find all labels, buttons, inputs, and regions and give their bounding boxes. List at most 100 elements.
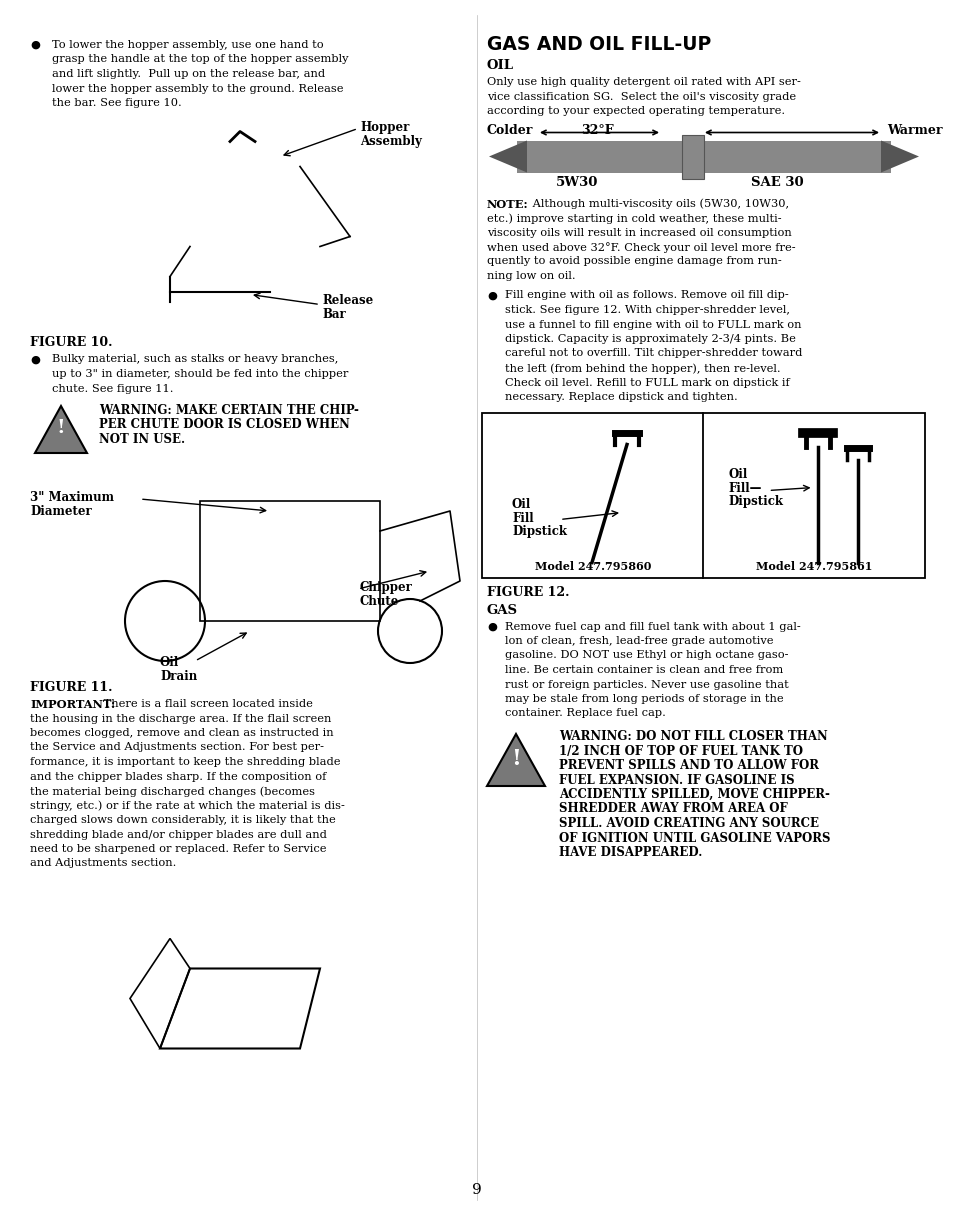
Text: the Service and Adjustments section. For best per-: the Service and Adjustments section. For… bbox=[30, 742, 324, 752]
Text: line. Be certain container is clean and free from: line. Be certain container is clean and … bbox=[504, 665, 782, 676]
Text: according to your expected operating temperature.: according to your expected operating tem… bbox=[486, 106, 784, 115]
Text: dipstick. Capacity is approximately 2-3/4 pints. Be: dipstick. Capacity is approximately 2-3/… bbox=[504, 334, 795, 344]
Text: SPILL. AVOID CREATING ANY SOURCE: SPILL. AVOID CREATING ANY SOURCE bbox=[558, 816, 818, 830]
Text: ●: ● bbox=[30, 355, 40, 364]
Text: chute. See figure 11.: chute. See figure 11. bbox=[52, 384, 173, 394]
Text: Bar: Bar bbox=[322, 309, 345, 322]
Text: PREVENT SPILLS AND TO ALLOW FOR: PREVENT SPILLS AND TO ALLOW FOR bbox=[558, 759, 818, 772]
Text: PER CHUTE DOOR IS CLOSED WHEN: PER CHUTE DOOR IS CLOSED WHEN bbox=[99, 418, 350, 431]
Text: WARNING: MAKE CERTAIN THE CHIP-: WARNING: MAKE CERTAIN THE CHIP- bbox=[99, 405, 358, 417]
Text: FIGURE 10.: FIGURE 10. bbox=[30, 337, 112, 350]
Text: the bar. See figure 10.: the bar. See figure 10. bbox=[52, 98, 182, 108]
Text: charged slows down considerably, it is likely that the: charged slows down considerably, it is l… bbox=[30, 815, 335, 825]
Text: lower the hopper assembly to the ground. Release: lower the hopper assembly to the ground.… bbox=[52, 84, 343, 94]
Polygon shape bbox=[486, 734, 544, 786]
Text: Oil: Oil bbox=[512, 497, 531, 510]
Text: viscosity oils will result in increased oil consumption: viscosity oils will result in increased … bbox=[486, 227, 791, 237]
Text: SAE 30: SAE 30 bbox=[750, 176, 802, 190]
Text: FIGURE 11.: FIGURE 11. bbox=[30, 680, 112, 694]
Text: SHREDDER AWAY FROM AREA OF: SHREDDER AWAY FROM AREA OF bbox=[558, 802, 787, 815]
Text: formance, it is important to keep the shredding blade: formance, it is important to keep the sh… bbox=[30, 757, 340, 767]
Text: NOTE:: NOTE: bbox=[486, 198, 528, 209]
Text: shredding blade and/or chipper blades are dull and: shredding blade and/or chipper blades ar… bbox=[30, 830, 327, 840]
Text: container. Replace fuel cap.: container. Replace fuel cap. bbox=[504, 708, 665, 718]
Text: Dipstick: Dipstick bbox=[728, 496, 782, 509]
Text: Release: Release bbox=[322, 294, 373, 307]
Text: Check oil level. Refill to FULL mark on dipstick if: Check oil level. Refill to FULL mark on … bbox=[504, 378, 789, 388]
Text: Only use high quality detergent oil rated with API ser-: Only use high quality detergent oil rate… bbox=[486, 77, 800, 87]
Polygon shape bbox=[880, 141, 918, 173]
Text: and Adjustments section.: and Adjustments section. bbox=[30, 859, 176, 869]
Text: may be stale from long periods of storage in the: may be stale from long periods of storag… bbox=[504, 694, 782, 703]
Text: 3" Maximum: 3" Maximum bbox=[30, 491, 113, 504]
Text: vice classification SG.  Select the oil's viscosity grade: vice classification SG. Select the oil's… bbox=[486, 91, 796, 102]
Text: ●: ● bbox=[486, 622, 497, 632]
Text: lon of clean, fresh, lead-free grade automotive: lon of clean, fresh, lead-free grade aut… bbox=[504, 635, 773, 646]
Text: !: ! bbox=[56, 419, 65, 437]
Text: up to 3" in diameter, should be fed into the chipper: up to 3" in diameter, should be fed into… bbox=[52, 369, 348, 379]
Text: when used above 32°F. Check your oil level more fre-: when used above 32°F. Check your oil lev… bbox=[486, 242, 795, 253]
Text: and the chipper blades sharp. If the composition of: and the chipper blades sharp. If the com… bbox=[30, 772, 326, 781]
Text: and lift slightly.  Pull up on the release bar, and: and lift slightly. Pull up on the releas… bbox=[52, 69, 325, 79]
Text: gasoline. DO NOT use Ethyl or high octane gaso-: gasoline. DO NOT use Ethyl or high octan… bbox=[504, 650, 788, 661]
Text: the housing in the discharge area. If the flail screen: the housing in the discharge area. If th… bbox=[30, 713, 331, 723]
Text: Diameter: Diameter bbox=[30, 505, 91, 518]
Text: Oil: Oil bbox=[728, 468, 747, 480]
Text: Although multi-viscosity oils (5W30, 10W30,: Although multi-viscosity oils (5W30, 10W… bbox=[529, 198, 788, 209]
Text: Fill engine with oil as follows. Remove oil fill dip-: Fill engine with oil as follows. Remove … bbox=[504, 290, 788, 300]
Text: use a funnel to fill engine with oil to FULL mark on: use a funnel to fill engine with oil to … bbox=[504, 320, 801, 329]
Text: the left (from behind the hopper), then re-level.: the left (from behind the hopper), then … bbox=[504, 363, 780, 373]
Text: Assembly: Assembly bbox=[359, 135, 421, 147]
Text: stringy, etc.) or if the rate at which the material is dis-: stringy, etc.) or if the rate at which t… bbox=[30, 801, 345, 812]
Polygon shape bbox=[35, 406, 87, 453]
Text: Warmer: Warmer bbox=[886, 124, 942, 136]
Polygon shape bbox=[489, 141, 526, 173]
Text: WARNING: DO NOT FILL CLOSER THAN: WARNING: DO NOT FILL CLOSER THAN bbox=[558, 730, 827, 744]
Text: stick. See figure 12. With chipper-shredder level,: stick. See figure 12. With chipper-shred… bbox=[504, 305, 789, 315]
Text: need to be sharpened or replaced. Refer to Service: need to be sharpened or replaced. Refer … bbox=[30, 844, 326, 854]
Text: !: ! bbox=[511, 748, 520, 770]
Text: To lower the hopper assembly, use one hand to: To lower the hopper assembly, use one ha… bbox=[52, 40, 323, 50]
Text: OIL: OIL bbox=[486, 60, 514, 72]
Text: Fill: Fill bbox=[512, 512, 533, 525]
Text: quently to avoid possible engine damage from run-: quently to avoid possible engine damage … bbox=[486, 256, 781, 266]
Text: Chute: Chute bbox=[359, 595, 399, 608]
Text: FIGURE 12.: FIGURE 12. bbox=[486, 586, 569, 599]
Text: grasp the handle at the top of the hopper assembly: grasp the handle at the top of the hoppe… bbox=[52, 55, 348, 64]
Text: necessary. Replace dipstick and tighten.: necessary. Replace dipstick and tighten. bbox=[504, 392, 737, 402]
Text: Model 247.795861: Model 247.795861 bbox=[756, 561, 872, 572]
Text: HAVE DISAPPEARED.: HAVE DISAPPEARED. bbox=[558, 846, 701, 859]
Text: 5W30: 5W30 bbox=[556, 176, 598, 190]
Text: OF IGNITION UNTIL GASOLINE VAPORS: OF IGNITION UNTIL GASOLINE VAPORS bbox=[558, 831, 830, 844]
Text: Colder: Colder bbox=[486, 124, 533, 136]
Text: GAS: GAS bbox=[486, 604, 517, 616]
Text: ●: ● bbox=[30, 40, 40, 50]
Text: NOT IN USE.: NOT IN USE. bbox=[99, 433, 185, 446]
Text: the material being discharged changes (becomes: the material being discharged changes (b… bbox=[30, 786, 314, 797]
Text: Drain: Drain bbox=[160, 669, 197, 683]
Text: careful not to overfill. Tilt chipper-shredder toward: careful not to overfill. Tilt chipper-sh… bbox=[504, 349, 801, 358]
Text: 9: 9 bbox=[472, 1183, 481, 1197]
Text: ning low on oil.: ning low on oil. bbox=[486, 271, 575, 281]
Text: GAS AND OIL FILL-UP: GAS AND OIL FILL-UP bbox=[486, 35, 711, 53]
Text: Dipstick: Dipstick bbox=[512, 526, 566, 538]
Text: Fill—: Fill— bbox=[728, 481, 761, 495]
Text: FUEL EXPANSION. IF GASOLINE IS: FUEL EXPANSION. IF GASOLINE IS bbox=[558, 774, 794, 786]
Text: 32°F: 32°F bbox=[580, 124, 613, 136]
Text: Chipper: Chipper bbox=[359, 581, 413, 594]
Text: There is a flail screen located inside: There is a flail screen located inside bbox=[100, 699, 313, 710]
Text: 1/2 INCH OF TOP OF FUEL TANK TO: 1/2 INCH OF TOP OF FUEL TANK TO bbox=[558, 745, 802, 757]
Bar bbox=[517, 141, 890, 173]
Text: rust or foreign particles. Never use gasoline that: rust or foreign particles. Never use gas… bbox=[504, 679, 788, 689]
Text: etc.) improve starting in cold weather, these multi-: etc.) improve starting in cold weather, … bbox=[486, 213, 781, 224]
Text: Bulky material, such as stalks or heavy branches,: Bulky material, such as stalks or heavy … bbox=[52, 355, 338, 364]
Bar bbox=[681, 135, 703, 179]
Text: ACCIDENTLY SPILLED, MOVE CHIPPER-: ACCIDENTLY SPILLED, MOVE CHIPPER- bbox=[558, 789, 829, 801]
Text: IMPORTANT:: IMPORTANT: bbox=[30, 699, 115, 710]
Text: Oil: Oil bbox=[160, 656, 179, 669]
Text: Remove fuel cap and fill fuel tank with about 1 gal-: Remove fuel cap and fill fuel tank with … bbox=[504, 622, 800, 632]
Text: becomes clogged, remove and clean as instructed in: becomes clogged, remove and clean as ins… bbox=[30, 728, 334, 738]
Text: Model 247.795860: Model 247.795860 bbox=[534, 561, 650, 572]
Text: Hopper: Hopper bbox=[359, 122, 409, 135]
FancyBboxPatch shape bbox=[481, 413, 924, 577]
